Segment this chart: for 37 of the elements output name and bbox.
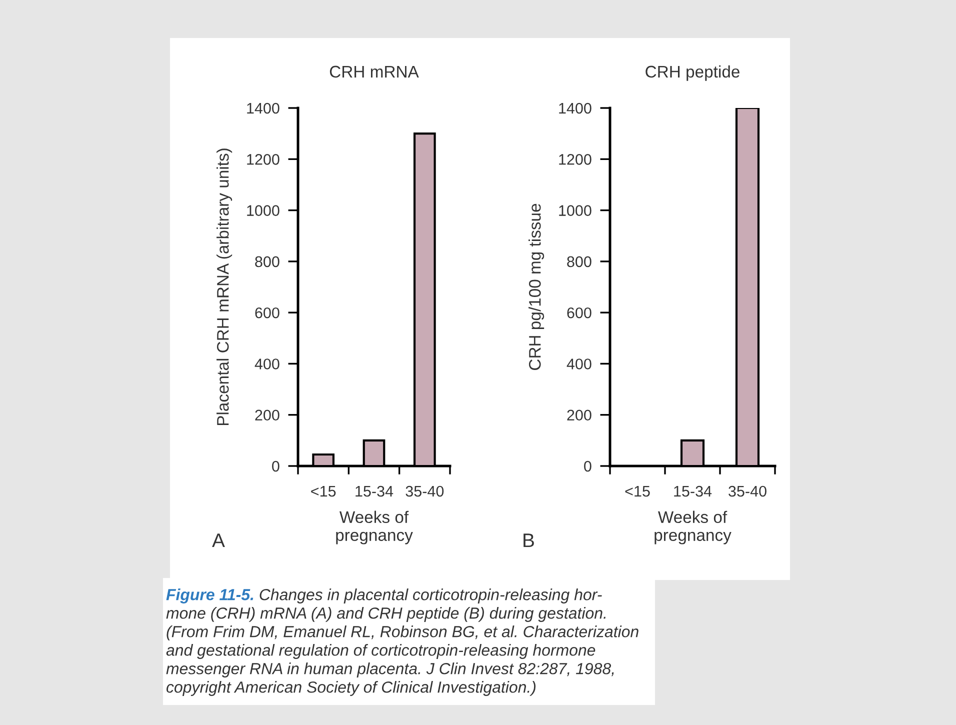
y-tick-label: 400 xyxy=(566,358,592,370)
y-axis-title: Placental CRH mRNA (arbitrary units) xyxy=(216,148,232,426)
caption: Figure 11-5. xyxy=(166,588,254,604)
text: and gestational regulation of corticotropin-releasing hormone xyxy=(166,644,596,659)
x-tick-label: <15 xyxy=(311,486,336,497)
x-tick-label: <15 xyxy=(625,486,650,497)
x-tick-label: 35-40 xyxy=(406,486,444,497)
text: A xyxy=(212,534,225,548)
y-tick-label: 200 xyxy=(567,410,592,421)
text: mone (CRH) mRNA (A) and CRH peptide (B) during gestation. xyxy=(166,607,606,622)
text: Changes in placental corticotropin-releasing hor- xyxy=(260,588,602,604)
text: B xyxy=(524,534,534,548)
y-tick-label: 0 xyxy=(584,460,592,472)
y-tick-label: 800 xyxy=(567,256,592,268)
y-tick-label: 1400 xyxy=(247,102,280,114)
x-axis-title: Weeks of pregnancy xyxy=(654,510,732,544)
y-tick-label: 400 xyxy=(254,358,280,370)
y-tick-label: 1000 xyxy=(559,205,592,216)
y-axis-title: CRH pg/100 mg tissue xyxy=(528,204,544,370)
y-tick-label: 600 xyxy=(255,307,280,318)
chart-title: CRH mRNA xyxy=(330,66,419,78)
y-tick-label: 1200 xyxy=(559,154,592,165)
text: copyright American Society of Clinical Investigation.) xyxy=(166,681,536,696)
y-tick-label: 1200 xyxy=(247,154,280,165)
y-tick-label: 600 xyxy=(567,307,592,318)
y-tick-label: 0 xyxy=(272,460,280,472)
text: (From Frim DM, Emanuel RL, Robinson BG, et al. Characterization xyxy=(166,626,638,640)
y-tick-label: 1000 xyxy=(247,205,280,216)
y-tick-label: 800 xyxy=(255,256,280,268)
text: messenger RNA in human placenta. J Clin Invest 82:287, 1988, xyxy=(166,662,614,678)
x-axis-title: Weeks of pregnancy xyxy=(336,510,413,544)
y-tick-label: 200 xyxy=(255,410,280,421)
x-tick-label: 15-34 xyxy=(356,486,394,497)
y-tick-label: 1400 xyxy=(559,102,592,114)
chart-title: CRH peptide xyxy=(646,65,740,81)
x-tick-label: 35-40 xyxy=(728,486,766,497)
x-tick-label: 15-34 xyxy=(674,486,712,497)
